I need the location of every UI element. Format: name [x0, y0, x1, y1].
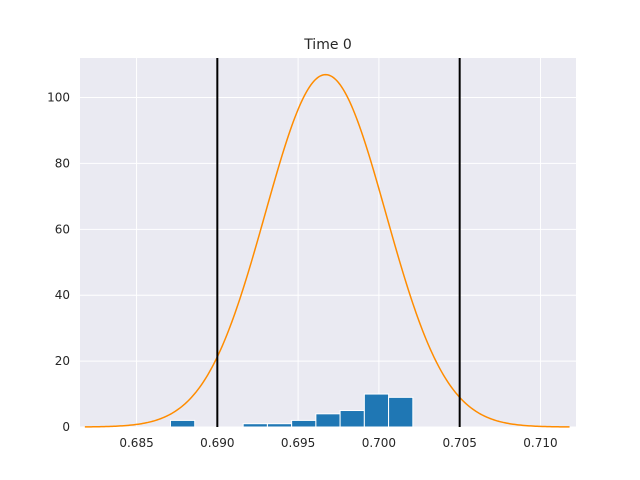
x-tick-label: 0.695 [281, 436, 315, 450]
histogram-bar [388, 396, 414, 428]
plot-background [80, 58, 576, 427]
histogram-bar [291, 419, 317, 428]
plot-area [80, 58, 576, 428]
x-tick-label: 0.710 [523, 436, 557, 450]
x-tick-label: 0.685 [119, 436, 153, 450]
histogram-bar [363, 393, 390, 428]
histogram-bar [315, 413, 341, 428]
y-tick-label: 0 [62, 420, 70, 434]
x-tick-label: 0.700 [362, 436, 396, 450]
y-tick-label: 20 [55, 354, 70, 368]
y-tick-label: 100 [47, 91, 70, 105]
histogram-bar [266, 423, 293, 428]
y-tick-label: 80 [55, 156, 70, 170]
histogram-bar [339, 410, 365, 428]
y-tick-label: 60 [55, 222, 70, 236]
chart-title: Time 0 [303, 37, 352, 53]
x-tick-label: 0.705 [442, 436, 476, 450]
histogram-bar [169, 419, 196, 428]
histogram-bar [242, 423, 268, 428]
histogram-bars [169, 393, 414, 428]
x-axis-ticks: 0.685 0.690 0.695 0.700 0.705 0.710 [119, 436, 557, 450]
density-curve [84, 73, 570, 428]
y-tick-label: 40 [55, 288, 70, 302]
y-axis-ticks: 0 20 40 60 80 100 [47, 91, 70, 434]
x-tick-label: 0.690 [200, 436, 234, 450]
threshold-lines [216, 58, 461, 427]
